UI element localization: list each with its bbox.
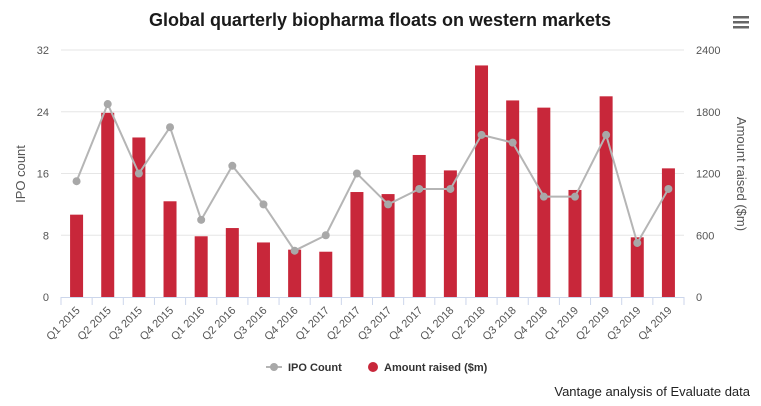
left-axis-tick-label: 8 xyxy=(43,230,49,242)
right-axis-tick-label: 1200 xyxy=(696,169,720,181)
bar-amount-raised[interactable] xyxy=(568,189,582,297)
legend-label-amount-raised: Amount raised ($m) xyxy=(384,362,488,374)
bar-amount-raised[interactable] xyxy=(599,96,613,297)
point-ipo-count[interactable] xyxy=(290,246,299,255)
right-axis-title: Amount raised ($m) xyxy=(734,117,749,231)
gridlines xyxy=(61,49,684,236)
right-axis-tick-label: 600 xyxy=(696,230,714,242)
bar-amount-raised[interactable] xyxy=(70,214,84,297)
point-ipo-count[interactable] xyxy=(539,192,548,201)
bar-amount-raised[interactable] xyxy=(256,242,270,297)
chart-credit: Vantage analysis of Evaluate data xyxy=(554,384,750,399)
point-ipo-count[interactable] xyxy=(570,192,579,201)
right-axis-tick-label: 2400 xyxy=(696,45,720,57)
point-ipo-count[interactable] xyxy=(384,200,393,209)
bar-amount-raised[interactable] xyxy=(412,154,426,297)
hamburger-menu-icon xyxy=(733,16,749,29)
legend-item-ipo-count[interactable]: IPO Count xyxy=(266,362,342,374)
legend: IPO Count Amount raised ($m) xyxy=(266,362,488,374)
point-ipo-count[interactable] xyxy=(134,169,143,178)
bar-amount-raised[interactable] xyxy=(630,237,644,297)
point-ipo-count[interactable] xyxy=(415,184,424,193)
point-ipo-count[interactable] xyxy=(72,177,81,186)
point-ipo-count[interactable] xyxy=(352,169,361,178)
point-ipo-count[interactable] xyxy=(633,238,642,247)
legend-bar-symbol xyxy=(368,362,378,372)
point-ipo-count[interactable] xyxy=(321,231,330,240)
point-ipo-count[interactable] xyxy=(477,130,486,139)
bar-amount-raised[interactable] xyxy=(475,65,489,297)
bar-amount-raised[interactable] xyxy=(443,170,457,297)
bar-amount-raised[interactable] xyxy=(661,168,675,297)
point-ipo-count[interactable] xyxy=(259,200,268,209)
bar-amount-raised[interactable] xyxy=(132,137,146,297)
bar-amount-raised[interactable] xyxy=(288,249,302,297)
bar-amount-raised[interactable] xyxy=(506,100,520,297)
legend-marker-symbol xyxy=(270,363,278,371)
line-series xyxy=(72,100,673,255)
bar-amount-raised[interactable] xyxy=(381,194,395,297)
point-ipo-count[interactable] xyxy=(446,184,455,193)
left-axis-tick-label: 0 xyxy=(43,292,49,304)
bar-amount-raised[interactable] xyxy=(225,228,239,297)
point-ipo-count[interactable] xyxy=(508,138,517,147)
bar-amount-raised[interactable] xyxy=(537,107,551,297)
bar-amount-raised[interactable] xyxy=(163,201,177,297)
legend-item-amount-raised[interactable]: Amount raised ($m) xyxy=(368,362,488,374)
point-ipo-count[interactable] xyxy=(197,215,206,224)
left-axis-tick-label: 32 xyxy=(37,45,49,57)
point-ipo-count[interactable] xyxy=(602,130,611,139)
point-ipo-count[interactable] xyxy=(166,123,175,132)
right-axis-tick-label: 0 xyxy=(696,292,702,304)
bar-amount-raised[interactable] xyxy=(194,236,208,297)
legend-label-ipo-count: IPO Count xyxy=(288,362,342,374)
line-ipo-count xyxy=(75,101,670,252)
bar-amount-raised[interactable] xyxy=(319,251,333,297)
bar-series xyxy=(70,65,675,297)
bar-amount-raised[interactable] xyxy=(350,192,364,297)
left-axis-tick-label: 24 xyxy=(37,107,49,119)
chart-title: Global quarterly biopharma floats on wes… xyxy=(149,10,611,30)
point-ipo-count[interactable] xyxy=(228,161,237,170)
left-axis-title: IPO count xyxy=(13,145,28,203)
point-ipo-count[interactable] xyxy=(664,184,673,193)
point-ipo-count[interactable] xyxy=(103,100,112,109)
bar-amount-raised[interactable] xyxy=(101,112,115,297)
right-axis-tick-label: 1800 xyxy=(696,107,720,119)
chart-menu-button[interactable] xyxy=(730,12,752,32)
left-axis-tick-label: 16 xyxy=(37,169,49,181)
x-axis-tick-label: Q4 2019 xyxy=(636,305,674,343)
